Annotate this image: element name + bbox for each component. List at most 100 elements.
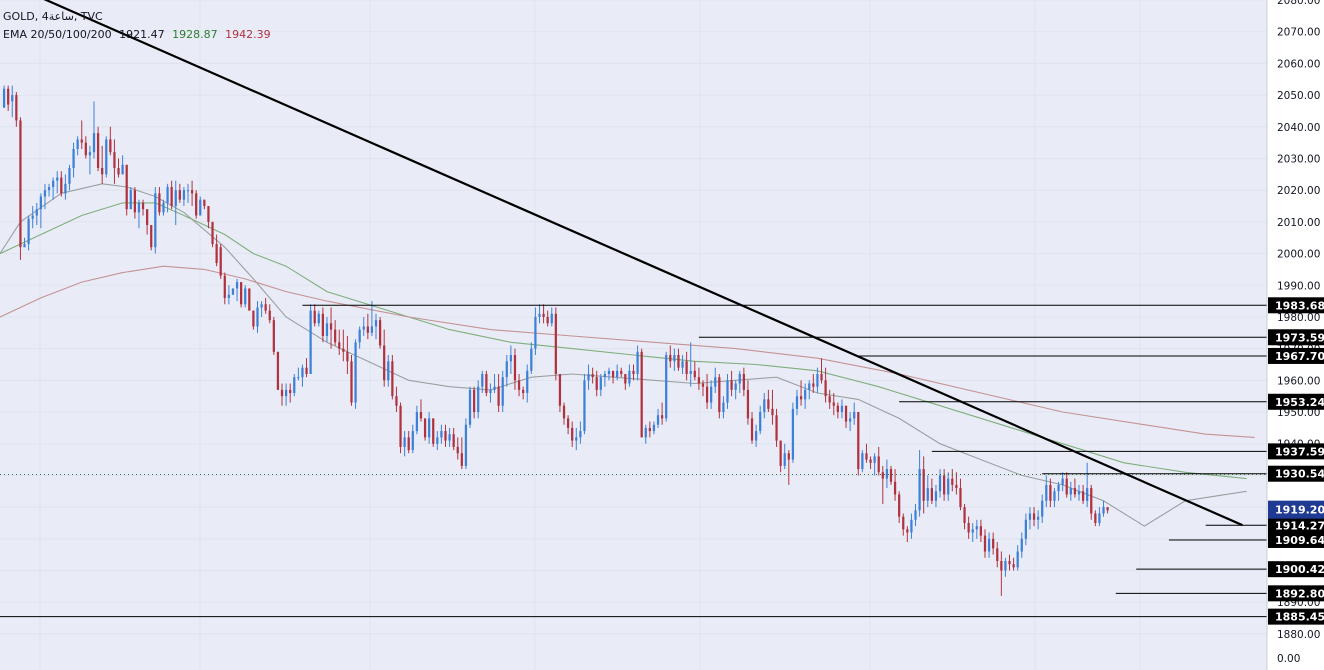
- candle-body-down: [15, 95, 18, 121]
- level-label: 1937.59: [1275, 445, 1324, 458]
- candle-body-up: [791, 408, 795, 460]
- candle-body-up: [1057, 484, 1060, 492]
- level-label-bg: [1268, 347, 1324, 364]
- candle-body-up: [481, 374, 484, 387]
- candle-body-down: [240, 282, 243, 305]
- candle-body-down: [391, 361, 394, 397]
- candle-body-down: [399, 405, 402, 447]
- price-tick-label: 2040.00: [1277, 122, 1320, 134]
- candle-body-up: [579, 431, 582, 438]
- candle-body-down: [150, 225, 153, 248]
- candle-body-up: [76, 139, 79, 149]
- candle-body-up: [415, 412, 419, 432]
- candle-body-up: [738, 374, 741, 384]
- candle-body-up: [1053, 491, 1056, 501]
- candle-body-up: [1045, 484, 1048, 501]
- candle-body-up: [293, 377, 296, 394]
- candle-body-up: [468, 389, 472, 425]
- candle-body-up: [1061, 478, 1064, 485]
- candle-body-down: [1049, 484, 1052, 501]
- candle-body-up: [387, 361, 390, 381]
- candle-body-down: [959, 488, 962, 508]
- price-tick-label: 2010.00: [1277, 217, 1320, 229]
- candle-body-down: [1032, 513, 1036, 520]
- candle-body-up: [656, 415, 660, 425]
- candle-body-up: [370, 326, 374, 333]
- candle-body-down: [276, 351, 280, 390]
- candle-body-up: [166, 187, 169, 203]
- candle-body-up: [411, 431, 414, 451]
- candle-body-down: [566, 418, 570, 428]
- candle-body-up: [938, 475, 942, 492]
- level-label: 1953.24: [1275, 396, 1324, 409]
- candle-body-up: [754, 431, 758, 441]
- candle-body-up: [689, 370, 692, 375]
- candle-body-up: [534, 316, 537, 349]
- candle-body-down: [742, 374, 745, 390]
- ema50-value: 1928.87: [172, 28, 218, 41]
- candle-body-up: [673, 354, 676, 362]
- candle-body-down: [640, 351, 643, 438]
- candle-body-down: [648, 427, 651, 432]
- candle-body-down: [669, 354, 672, 362]
- candle-body-up: [56, 177, 59, 181]
- candle-body-up: [636, 351, 639, 375]
- candle-body-up: [68, 167, 71, 184]
- candle-body-down: [562, 405, 566, 419]
- candle-body-down: [19, 120, 22, 248]
- candle-body-down: [951, 478, 954, 485]
- candle-body-up: [848, 418, 852, 422]
- candle-body-down: [1008, 561, 1011, 565]
- candle-body-down: [350, 361, 353, 403]
- candle-body-down: [342, 348, 345, 352]
- candle-body-down: [84, 142, 87, 156]
- level-label-bg: [1268, 329, 1324, 346]
- candle-body-up: [52, 180, 55, 188]
- candle-body-down: [865, 453, 868, 460]
- level-label: 1930.54: [1275, 468, 1324, 481]
- candle-body-up: [403, 437, 406, 447]
- candle-body-up: [31, 215, 34, 219]
- candle-body-down: [378, 320, 382, 346]
- price-tick-label: 1960.00: [1277, 375, 1320, 387]
- candle-body-down: [799, 396, 803, 400]
- candle-body-up: [27, 218, 30, 245]
- candle-body-up: [43, 190, 47, 197]
- candle-body-down: [955, 484, 958, 489]
- candle-body-up: [1016, 551, 1019, 568]
- candle-body-up: [795, 396, 799, 409]
- price-tick-label-bottom: 0.00: [1277, 653, 1300, 665]
- candle-body-down: [264, 304, 267, 311]
- candle-body-down: [836, 405, 839, 413]
- candle-body-down: [460, 453, 463, 466]
- candle-body-up: [174, 190, 177, 207]
- ema-label[interactable]: EMA 20/50/100/200: [3, 28, 112, 41]
- ema20-value: 1921.47: [119, 28, 165, 41]
- candle-body-down: [820, 374, 823, 381]
- candle-body-up: [665, 354, 668, 419]
- candle-body-down: [203, 199, 206, 207]
- candle-body-down: [979, 526, 983, 536]
- candle-body-down: [542, 313, 545, 317]
- candle-body-down: [252, 310, 255, 327]
- candle-body-down: [223, 275, 226, 298]
- candle-body-down: [219, 247, 222, 276]
- price-tick-label: 2050.00: [1277, 90, 1320, 102]
- symbol-info[interactable]: GOLD, ساعة4, TVC: [3, 10, 103, 23]
- candle-body-down: [620, 370, 623, 375]
- level-label-bg: [1268, 443, 1324, 460]
- candle-body-up: [47, 187, 51, 191]
- candle-body-down: [268, 310, 271, 321]
- candle-body-up: [88, 152, 92, 156]
- level-label: 1914.27: [1275, 519, 1324, 532]
- candle-body-down: [211, 221, 214, 245]
- candle-body-down: [893, 481, 897, 495]
- candle-body-up: [726, 380, 729, 403]
- candle-body-down: [828, 396, 831, 403]
- candle-body-up: [734, 383, 737, 390]
- candle-body-up: [436, 437, 439, 444]
- candle-body-down: [889, 469, 893, 482]
- candle-body-up: [505, 361, 508, 378]
